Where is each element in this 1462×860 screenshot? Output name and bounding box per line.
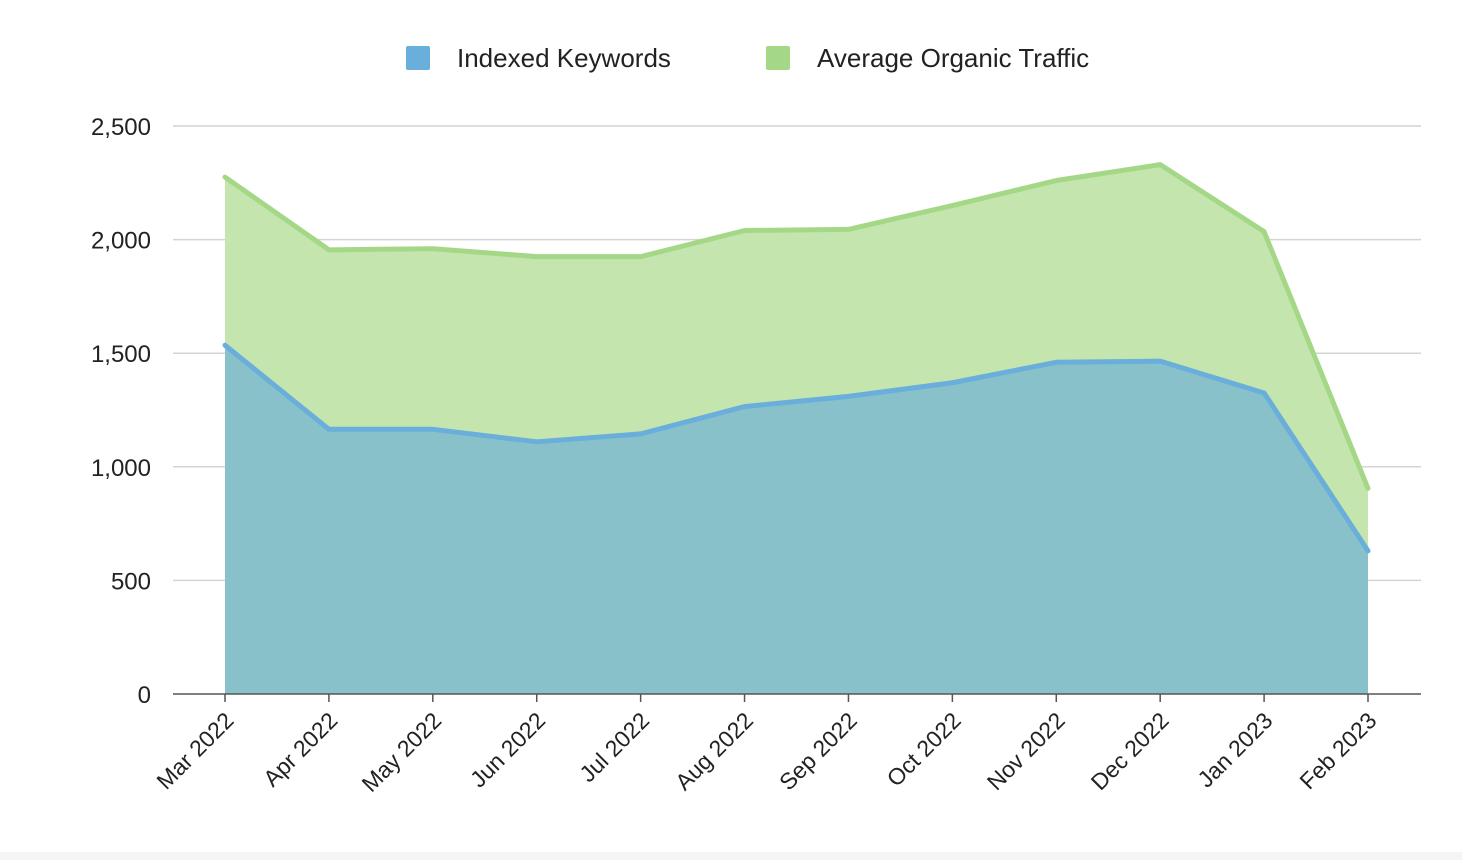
x-tick-label: Apr 2022 (258, 707, 342, 791)
legend-swatch-average-organic-traffic (766, 46, 790, 70)
x-tick-label: Oct 2022 (882, 707, 966, 791)
y-tick-label: 2,000 (91, 228, 151, 255)
x-tick-label: Jun 2022 (465, 707, 550, 792)
x-tick-label: May 2022 (357, 707, 447, 797)
legend-label-average-organic-traffic: Average Organic Traffic (817, 43, 1089, 73)
x-tick-label: Jul 2022 (574, 707, 654, 787)
line-indexed-keywords (222, 342, 1371, 554)
bottom-strip (0, 852, 1462, 860)
x-tick-label: Dec 2022 (1086, 707, 1174, 795)
legend-item-indexed-keywords[interactable]: Indexed Keywords (406, 43, 671, 73)
x-tick-label: Jan 2023 (1192, 707, 1277, 792)
legend: Indexed Keywords Average Organic Traffic (406, 43, 1089, 73)
line-average-organic-traffic (222, 162, 1371, 491)
x-tick-label: Sep 2022 (774, 707, 862, 795)
x-axis: Mar 2022 Apr 2022 May 2022 Jun 2022 Jul 2022… (151, 693, 1421, 797)
y-tick-label: 2,500 (91, 114, 151, 141)
y-tick-label: 1,500 (91, 341, 151, 368)
legend-swatch-indexed-keywords (406, 46, 430, 70)
x-tick-label: Nov 2022 (982, 707, 1070, 795)
y-tick-label: 500 (111, 568, 151, 595)
area-indexed-keywords (225, 345, 1368, 694)
y-tick-label: 1,000 (91, 455, 151, 482)
x-tick-label: Mar 2022 (151, 707, 238, 794)
y-axis: 0 500 1,000 1,500 2,000 2,500 (91, 114, 151, 709)
x-tick-label: Aug 2022 (670, 707, 758, 795)
area-layers (225, 164, 1368, 694)
series-lines (222, 162, 1371, 554)
y-tick-label: 0 (138, 682, 151, 709)
area-average-organic-traffic (225, 164, 1368, 551)
x-tick-label: Feb 2023 (1294, 707, 1381, 794)
legend-label-indexed-keywords: Indexed Keywords (457, 43, 671, 73)
legend-item-average-organic-traffic[interactable]: Average Organic Traffic (766, 43, 1089, 73)
